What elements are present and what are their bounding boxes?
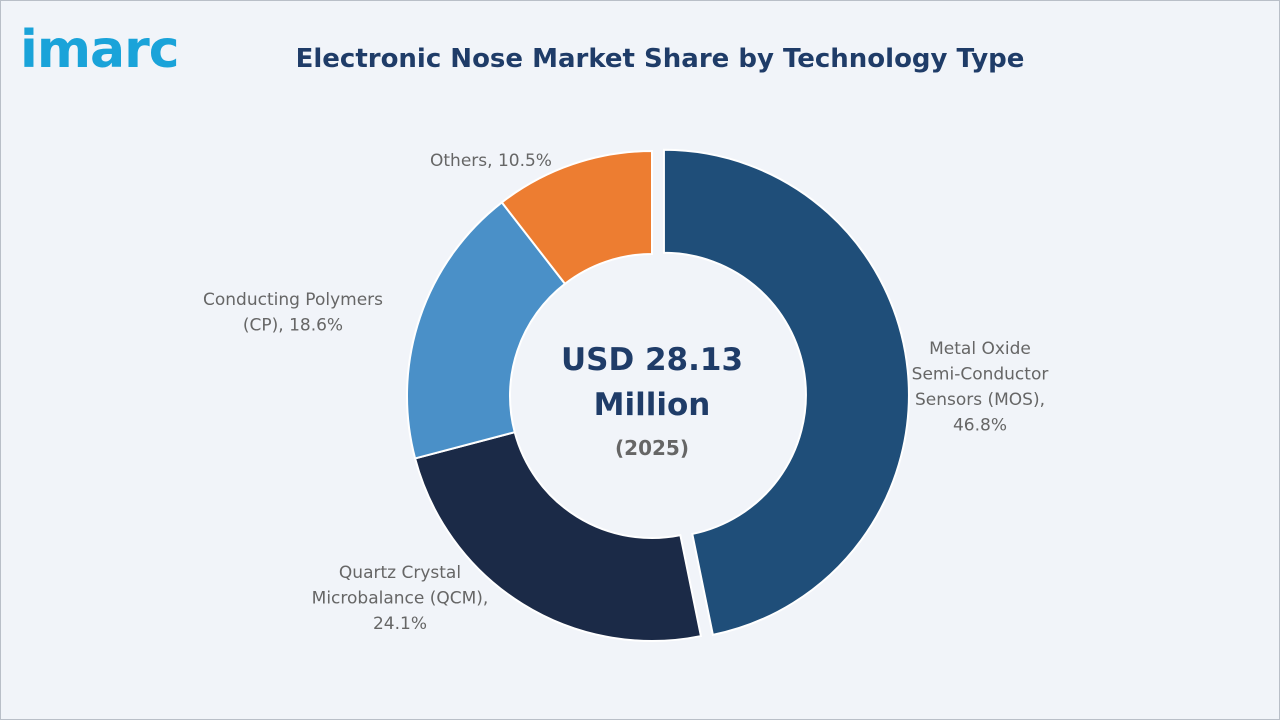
slice-conducting-polymers-cp [406, 201, 567, 460]
slice-label-1: Metal Oxide Semi-Conductor Sensors (MOS), 4… [912, 339, 1049, 436]
center-year: (2025) [615, 436, 689, 460]
slice-metal-oxide-semi-conductor-sensors-mos [662, 148, 910, 637]
slice-label-2: Quartz Crystal Microbalance (QCM), 24.1% [312, 563, 489, 634]
slice-quartz-crystal-microbalance-qcm [413, 430, 703, 642]
slice-label-4: Others, 10.5% [430, 151, 552, 171]
imarc-logo: imarc [20, 20, 180, 80]
chart-title: Electronic Nose Market Share by Technolo… [295, 44, 1025, 74]
slice-label-3: Conducting Polymers (CP), 18.6% [203, 290, 383, 336]
center-value-line2: Million [594, 387, 711, 423]
slice-others [500, 149, 653, 286]
center-value-line1: USD 28.13 [561, 342, 743, 378]
